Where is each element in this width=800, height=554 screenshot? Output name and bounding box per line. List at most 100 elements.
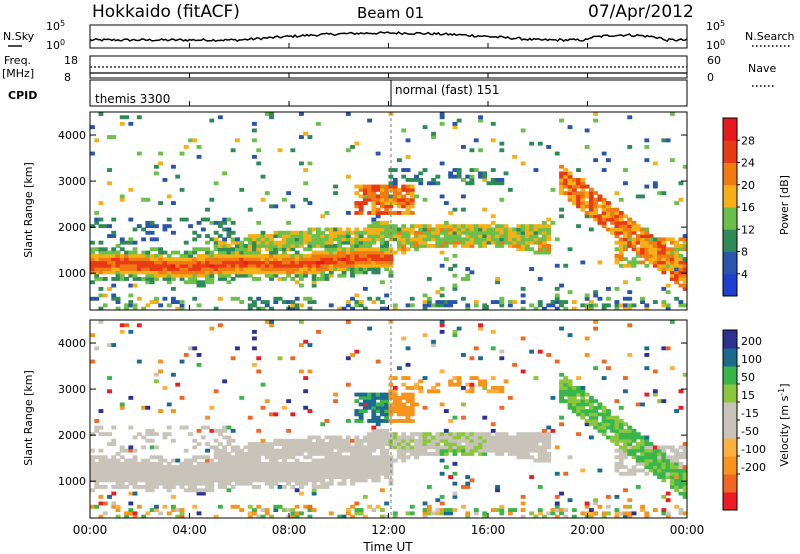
power-cell [222, 171, 228, 176]
velocity-cell [179, 395, 185, 400]
power-cell [452, 244, 458, 248]
velocity-cell [269, 514, 274, 518]
velocity-cell [341, 458, 347, 463]
power-cell [183, 145, 189, 149]
velocity-cell [461, 438, 466, 443]
power-cell [107, 135, 112, 139]
power-cell [107, 253, 112, 258]
power-cell [606, 286, 611, 291]
power-cell [593, 201, 599, 205]
power-cell [145, 220, 151, 225]
power-cell [512, 300, 518, 304]
velocity-cell [188, 485, 193, 489]
velocity-cell [345, 458, 351, 463]
power-cell [311, 267, 317, 271]
power-cell [507, 240, 513, 245]
velocity-cell [678, 485, 684, 489]
power-cell [239, 273, 245, 278]
power-cell [188, 250, 193, 255]
power-cell [414, 240, 419, 245]
velocity-cell [452, 442, 458, 446]
velocity-cell [397, 366, 402, 371]
power-cell [320, 267, 326, 271]
power-cell [171, 267, 176, 271]
power-cell [465, 244, 471, 248]
velocity-cell [136, 478, 142, 483]
velocity-cell [196, 461, 202, 466]
velocity-cell [618, 438, 624, 443]
power-cell [345, 240, 351, 245]
power-cell [277, 244, 283, 248]
velocity-cell [196, 475, 202, 479]
velocity-cell [320, 461, 326, 466]
velocity-cell [669, 468, 675, 473]
power-cell [520, 244, 526, 248]
velocity-cell [102, 475, 108, 479]
velocity-cell [384, 399, 390, 404]
velocity-cell [576, 376, 581, 380]
velocity-cell [333, 438, 338, 443]
velocity-cell [371, 475, 377, 479]
velocity-cell [200, 461, 206, 466]
power-cell [652, 161, 658, 166]
power-cell [196, 257, 202, 262]
velocity-cell [303, 468, 309, 473]
velocity-cell [397, 419, 402, 423]
power-cell [362, 184, 368, 189]
power-cell [132, 283, 138, 288]
velocity-cell [495, 485, 500, 489]
power-cell [217, 277, 223, 281]
power-cell [490, 121, 496, 126]
power-cell [473, 230, 479, 235]
velocity-cell [499, 389, 505, 394]
power-cell [525, 237, 530, 242]
velocity-cell [669, 366, 675, 371]
velocity-cell [665, 458, 671, 463]
velocity-cell [166, 478, 172, 483]
power-cell [286, 270, 292, 275]
power-cell [542, 250, 547, 255]
velocity-cell [98, 471, 104, 476]
power-cell [132, 257, 138, 262]
velocity-cell [644, 511, 650, 516]
velocity-cell [239, 471, 245, 476]
velocity-cell [392, 386, 398, 390]
power-cell [375, 197, 381, 202]
power-cell [614, 300, 620, 304]
velocity-cell [345, 511, 351, 516]
velocity-cell [375, 471, 381, 476]
power-cell [478, 240, 483, 245]
power-cell [235, 260, 240, 265]
velocity-cell [256, 471, 262, 476]
velocity-cell [597, 402, 603, 407]
velocity-cell [635, 455, 641, 460]
power-cell [482, 207, 488, 212]
power-cell [269, 234, 274, 238]
velocity-cell [529, 448, 535, 453]
velocity-cell [260, 448, 266, 453]
velocity-cell [307, 478, 313, 483]
power-cell [362, 253, 368, 258]
velocity-cell [674, 458, 680, 463]
velocity-cell [657, 461, 663, 466]
power-cell [542, 306, 547, 310]
velocity-cell [456, 435, 462, 440]
velocity-cell [162, 465, 168, 470]
velocity-cell [627, 452, 633, 456]
power-cell [324, 234, 330, 238]
power-cell [588, 306, 594, 310]
velocity-cell [627, 442, 633, 446]
power-cell [235, 240, 240, 245]
velocity-cell [520, 369, 526, 374]
velocity-cell [145, 465, 151, 470]
power-cell [648, 260, 654, 265]
power-cell [669, 112, 675, 116]
power-cell [452, 283, 458, 288]
velocity-cell [226, 468, 232, 473]
power-cell [119, 270, 125, 275]
power-cell [512, 227, 518, 232]
velocity-cell [299, 475, 304, 479]
power-cell [392, 306, 398, 310]
power-cell [192, 270, 198, 275]
velocity-cell [401, 376, 407, 380]
